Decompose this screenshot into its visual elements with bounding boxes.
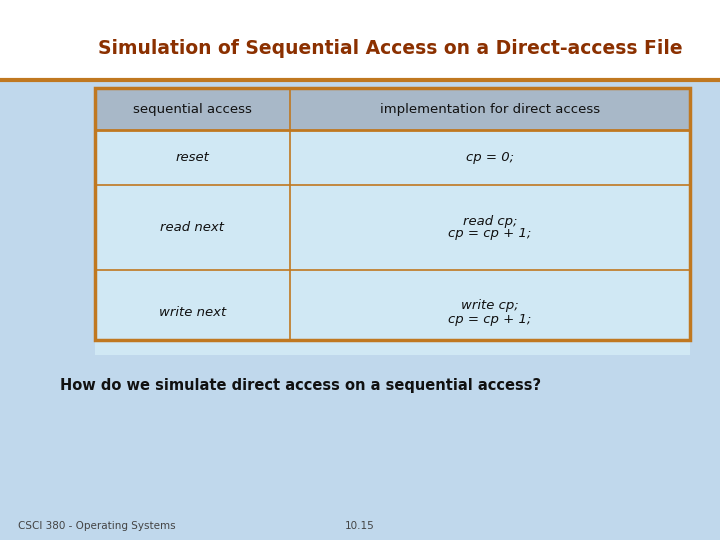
Text: write next: write next <box>159 306 226 319</box>
Bar <box>95 88 690 130</box>
Text: 10.15: 10.15 <box>345 521 375 531</box>
Bar <box>95 270 690 355</box>
Bar <box>0 0 720 80</box>
Text: write cp;: write cp; <box>461 300 519 313</box>
Text: read cp;: read cp; <box>463 214 517 227</box>
Text: cp = cp + 1;: cp = cp + 1; <box>449 313 531 326</box>
Text: How do we simulate direct access on a sequential access?: How do we simulate direct access on a se… <box>60 378 541 393</box>
Text: read next: read next <box>161 221 225 234</box>
Text: reset: reset <box>176 151 210 164</box>
Bar <box>95 88 690 340</box>
Text: sequential access: sequential access <box>133 103 252 116</box>
Text: cp = cp + 1;: cp = cp + 1; <box>449 227 531 240</box>
Text: cp = 0;: cp = 0; <box>466 151 514 164</box>
Bar <box>95 130 690 185</box>
Text: Simulation of Sequential Access on a Direct-access File: Simulation of Sequential Access on a Dir… <box>98 38 683 57</box>
Text: implementation for direct access: implementation for direct access <box>380 103 600 116</box>
Text: CSCI 380 - Operating Systems: CSCI 380 - Operating Systems <box>18 521 176 531</box>
Bar <box>95 185 690 270</box>
